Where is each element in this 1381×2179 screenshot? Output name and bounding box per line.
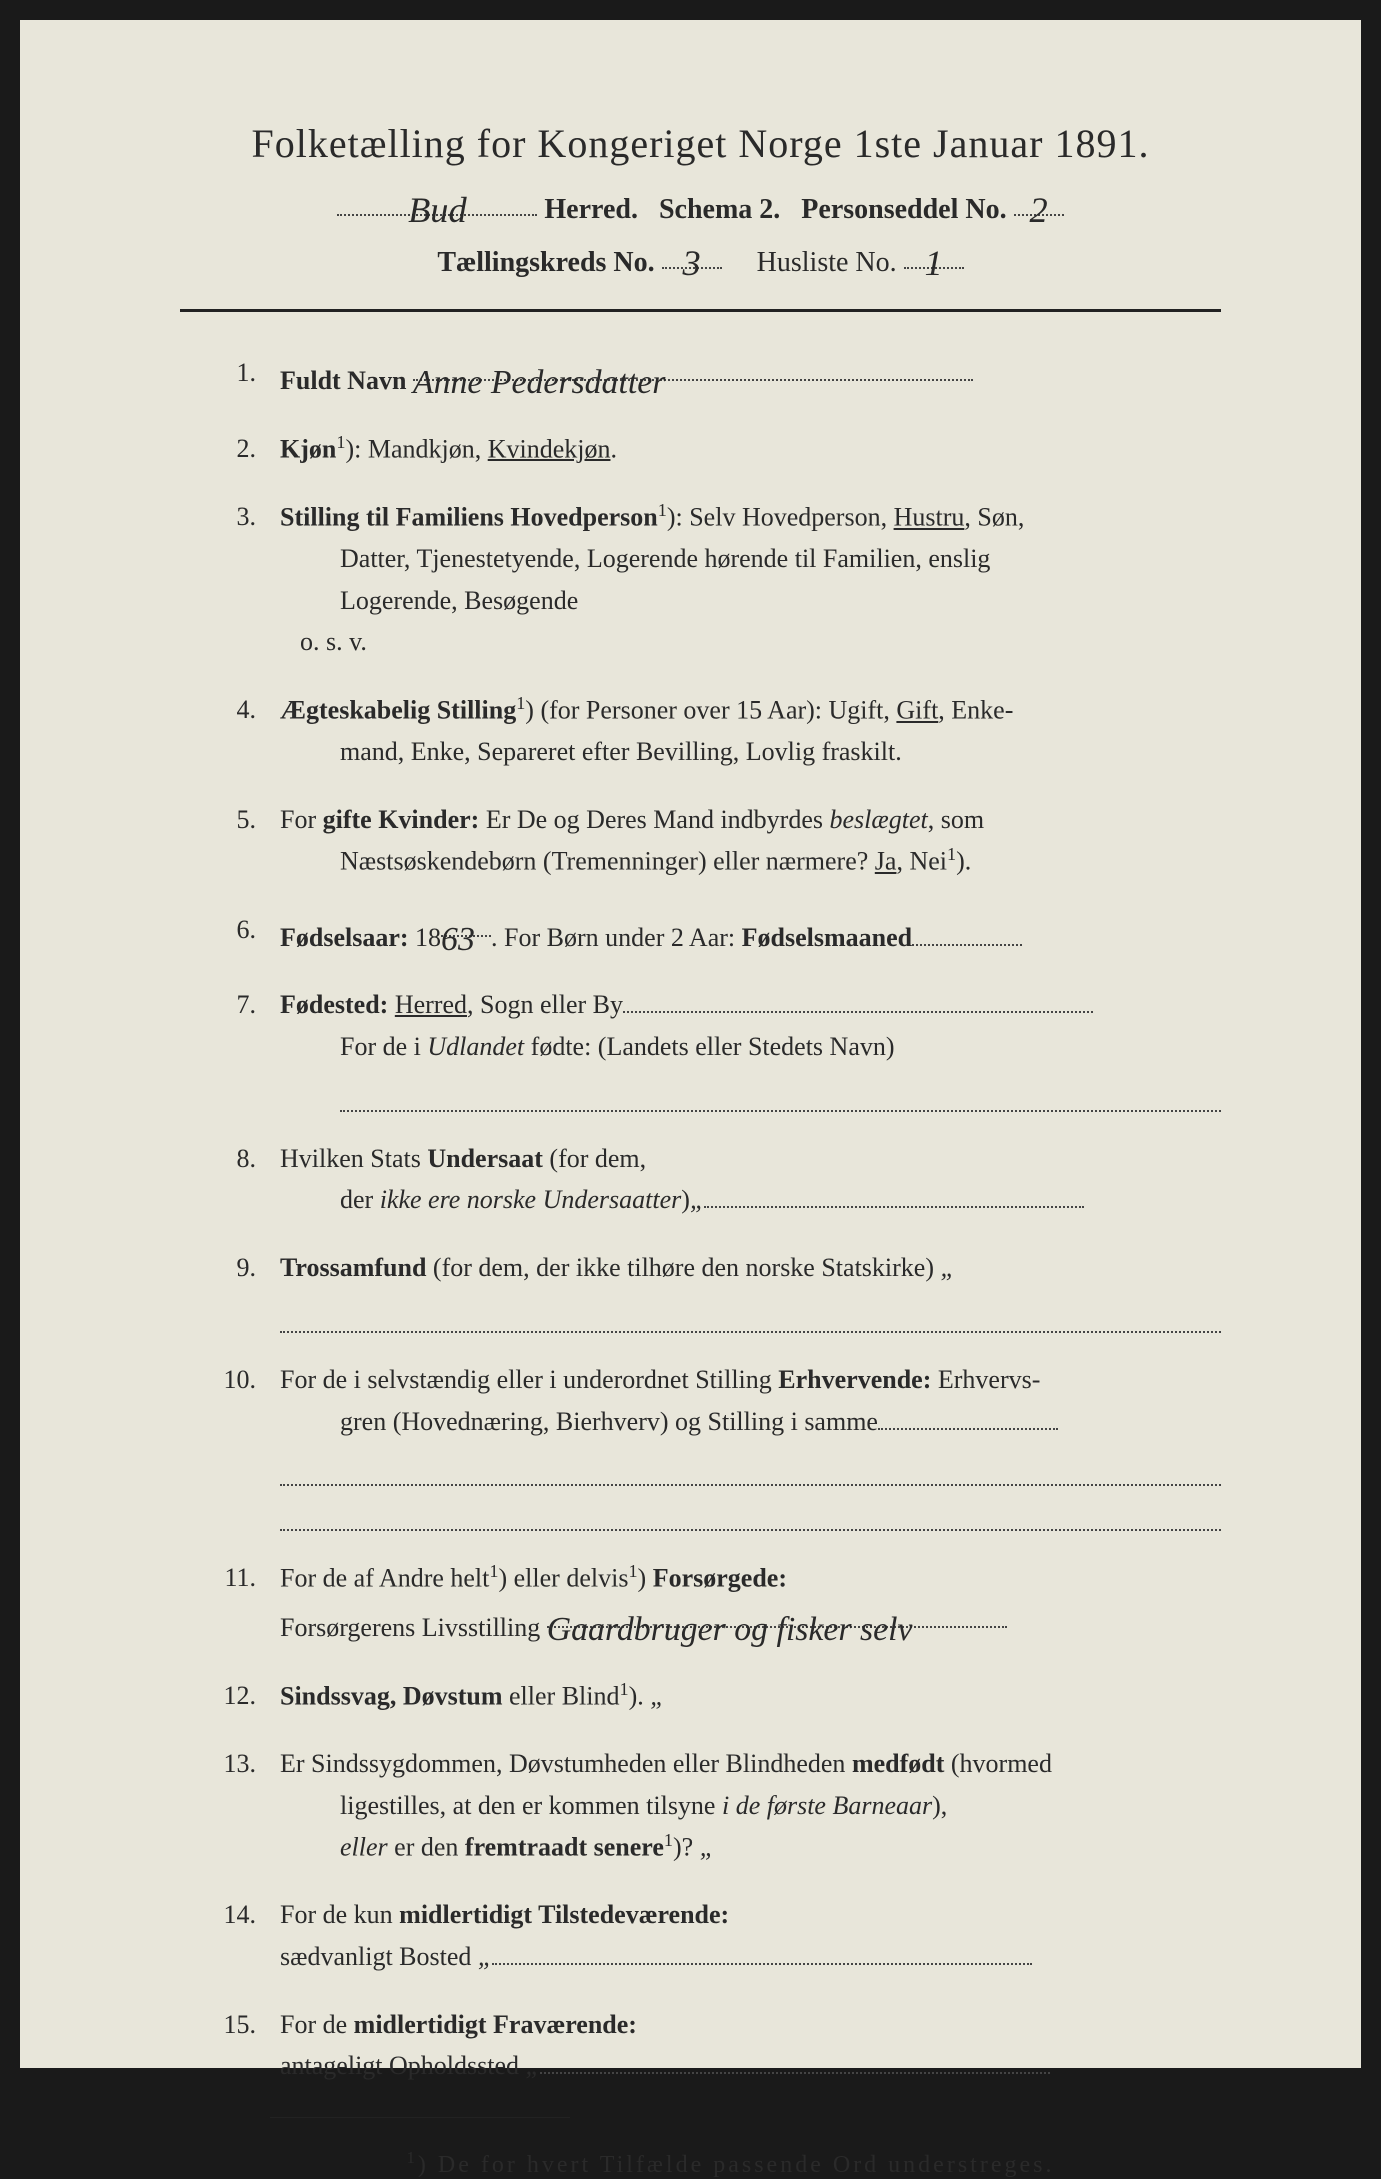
header-divider — [180, 309, 1221, 312]
provider-field: Gaardbruger og fisker selv — [547, 1599, 1007, 1628]
item-row: 5. For gifte Kvinder: Er De og Deres Man… — [220, 799, 1221, 883]
header-line-2: Tællingskreds No. 3 Husliste No. 1 — [180, 238, 1221, 279]
item-row: 6. Fødselsaar: 1863. For Børn under 2 Aa… — [220, 909, 1221, 959]
item-row: 1. Fuldt Navn Anne Pedersdatter — [220, 352, 1221, 402]
husliste-field: 1 — [904, 238, 964, 269]
item-row: 11. For de af Andre helt1) eller delvis1… — [220, 1557, 1221, 1649]
footnote-divider — [270, 2117, 570, 2118]
item-row: 9. Trossamfund (for dem, der ikke tilhør… — [220, 1247, 1221, 1333]
header-line-1: Bud Herred. Schema 2. Personseddel No. 2 — [180, 185, 1221, 226]
item-row: 2. Kjøn1): Mandkjøn, Kvindekjøn. — [220, 428, 1221, 470]
item-row: 15. For de midlertidigt Fraværende: anta… — [220, 2004, 1221, 2087]
item-row: 12. Sindssvag, Døvstum eller Blind1). „ — [220, 1675, 1221, 1717]
census-form: Folketælling for Kongeriget Norge 1ste J… — [20, 20, 1361, 2068]
year-field: 63 — [441, 909, 491, 938]
form-header: Folketælling for Kongeriget Norge 1ste J… — [180, 120, 1221, 279]
form-title: Folketælling for Kongeriget Norge 1ste J… — [180, 120, 1221, 167]
items-list: 1. Fuldt Navn Anne Pedersdatter 2. Kjøn1… — [180, 352, 1221, 2087]
herred-field: Bud — [337, 185, 537, 216]
item-row: 4. Ægteskabelig Stilling1) (for Personer… — [220, 689, 1221, 773]
kreds-field: 3 — [662, 238, 722, 269]
item-row: 8. Hvilken Stats Undersaat (for dem, der… — [220, 1138, 1221, 1221]
personseddel-field: 2 — [1014, 185, 1064, 216]
item-row: 14. For de kun midlertidigt Tilstedevære… — [220, 1894, 1221, 1977]
name-field: Anne Pedersdatter — [413, 352, 973, 381]
item-row: 7. Fødested: Herred, Sogn eller By For d… — [220, 984, 1221, 1112]
item-row: 10. For de i selvstændig eller i underor… — [220, 1359, 1221, 1531]
item-row: 3. Stilling til Familiens Hovedperson1):… — [220, 496, 1221, 663]
item-row: 13. Er Sindssygdommen, Døvstumheden elle… — [220, 1743, 1221, 1868]
footnote: 1) De for hvert Tilfælde passende Ord un… — [240, 2148, 1221, 2179]
